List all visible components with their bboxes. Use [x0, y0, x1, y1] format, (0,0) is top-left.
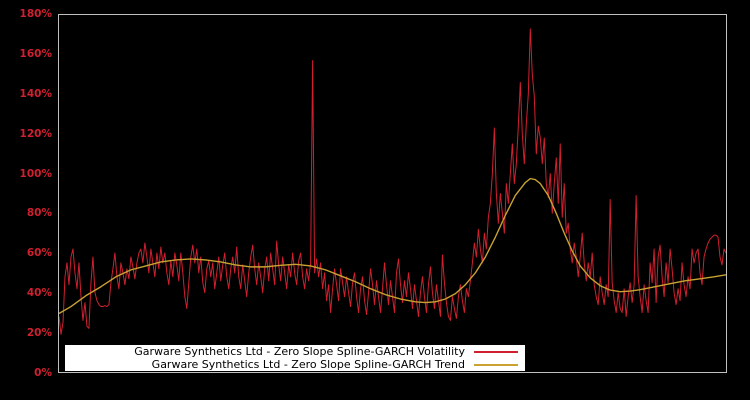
y-tick-label: 100% — [19, 167, 52, 180]
legend-label-trend: Garware Synthetics Ltd - Zero Slope Spli… — [151, 357, 465, 371]
y-tick-label: 180% — [19, 8, 52, 20]
y-tick-label: 160% — [19, 47, 52, 60]
y-tick-label: 0% — [34, 367, 52, 379]
y-tick-label: 120% — [19, 127, 52, 140]
y-tick-label: 40% — [26, 287, 52, 300]
plot-area — [58, 14, 727, 373]
y-tick-label: 140% — [19, 87, 52, 100]
y-tick-label: 20% — [26, 327, 52, 340]
y-tick-label: 60% — [26, 247, 52, 260]
legend-label-volatility: Garware Synthetics Ltd - Zero Slope Spli… — [134, 344, 465, 358]
plot-svg — [59, 28, 726, 335]
legend: Garware Synthetics Ltd - Zero Slope Spli… — [65, 345, 525, 371]
legend-line-sample-trend — [474, 363, 518, 366]
y-tick-label: 80% — [26, 207, 52, 220]
legend-line-sample-volatility — [474, 350, 518, 353]
legend-item-volatility: Garware Synthetics Ltd - Zero Slope Spli… — [70, 344, 520, 358]
legend-item-trend: Garware Synthetics Ltd - Zero Slope Spli… — [70, 357, 520, 371]
